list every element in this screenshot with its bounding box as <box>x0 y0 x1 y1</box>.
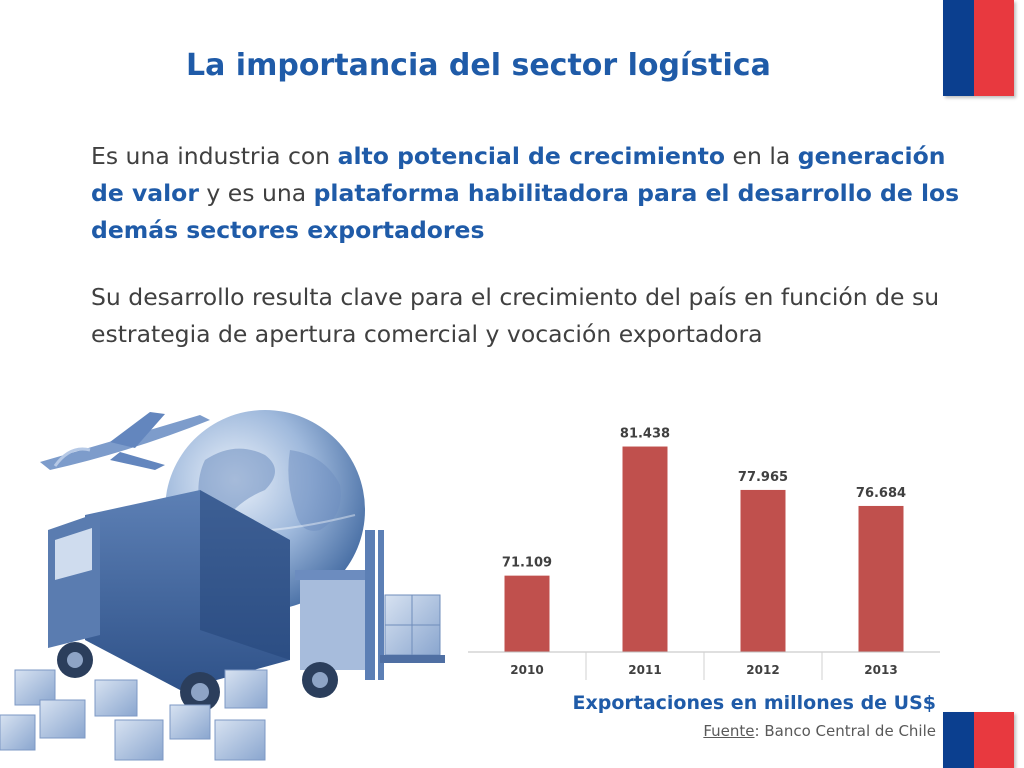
paragraph-development: Su desarrollo resulta clave para el crec… <box>91 283 940 348</box>
source-separator: : <box>754 722 760 740</box>
flag-red-stripe <box>974 712 1014 768</box>
logistics-illustration <box>0 410 445 761</box>
exports-bar-chart: 71.109 81.438 77.965 76.684 2010 2011 2012 201… <box>468 427 940 680</box>
value-label-2013: 76.684 <box>856 486 906 501</box>
flag-red-stripe <box>974 0 1014 96</box>
forklift-icon <box>295 530 445 698</box>
flag-blue-stripe <box>943 712 974 768</box>
chart-caption: Exportaciones en millones de US$ <box>572 692 936 714</box>
flag-blue-stripe <box>943 0 974 96</box>
flag-decoration-top <box>943 0 1014 96</box>
bar-2012 <box>740 489 786 652</box>
paragraph-text: Es una industria con <box>91 142 338 170</box>
bar-2010 <box>504 575 550 652</box>
paragraph-emphasis: alto potencial de crecimiento <box>337 142 726 170</box>
paragraph-emphasis: plataforma habilitadora para el desarrol… <box>91 179 960 244</box>
boxes-icon <box>0 669 268 761</box>
source-label: Fuente <box>703 722 755 740</box>
paragraph-text: en la <box>725 142 798 170</box>
slide-title: La importancia del sector logística <box>186 48 771 83</box>
value-label-2012: 77.965 <box>738 470 788 485</box>
flag-decoration-bottom <box>943 712 1014 768</box>
paragraph-industry: Es una industria con alto potencial de c… <box>91 138 971 249</box>
paragraph-text: y es una <box>198 179 314 207</box>
tick-label-2013: 2013 <box>864 663 897 677</box>
value-label-2011: 81.438 <box>620 427 670 442</box>
chart-source: Fuente: Banco Central de Chile <box>703 722 936 740</box>
bar-2011 <box>622 446 668 652</box>
bar-2013 <box>858 505 904 652</box>
tick-label-2011: 2011 <box>628 663 661 677</box>
paragraph-emphasis: generación de valor <box>91 142 946 207</box>
truck-icon <box>48 490 290 712</box>
source-value: Banco Central de Chile <box>759 722 936 740</box>
tick-label-2010: 2010 <box>510 663 543 677</box>
tick-label-2012: 2012 <box>746 663 779 677</box>
airplane-icon <box>40 412 210 470</box>
value-label-2010: 71.109 <box>502 556 552 571</box>
